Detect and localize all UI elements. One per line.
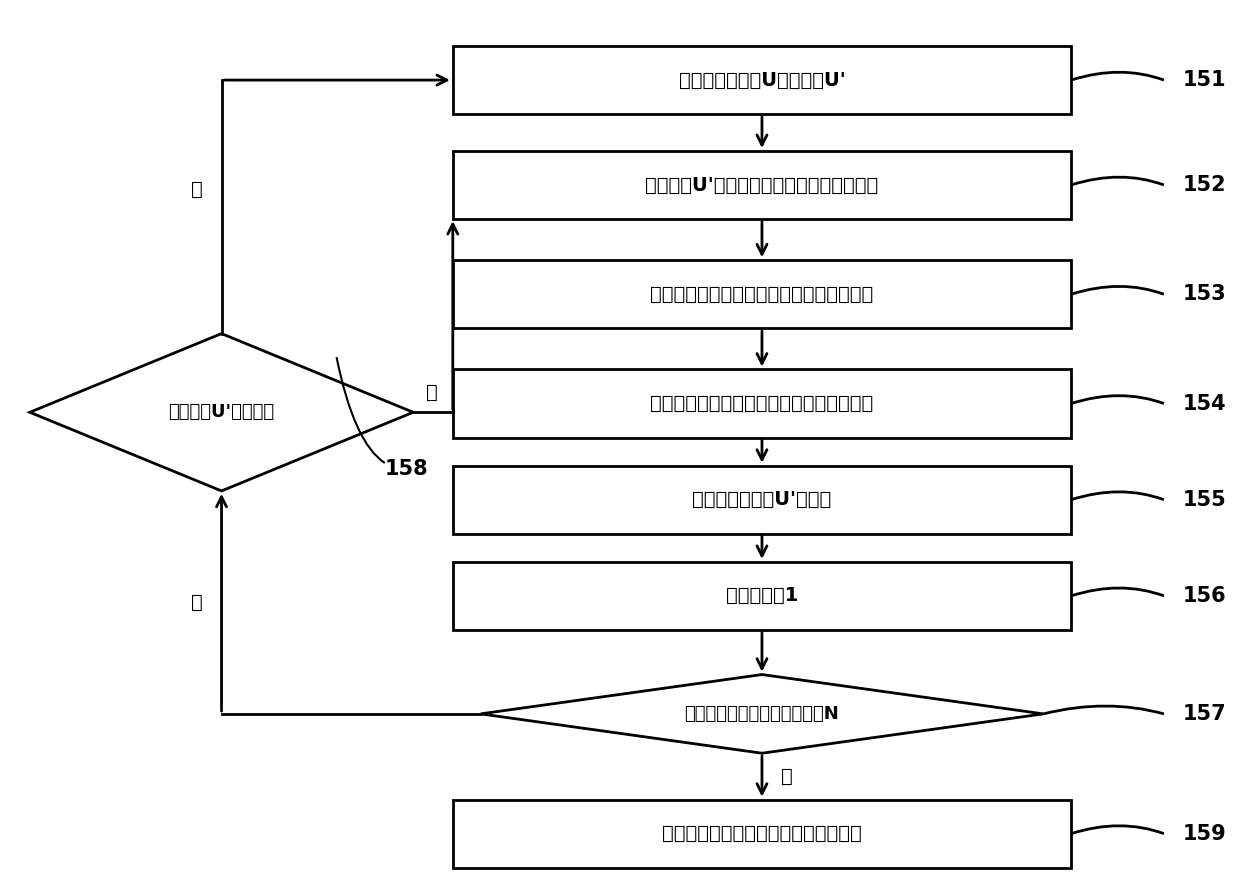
- Text: 156: 156: [1183, 586, 1226, 606]
- Text: 否: 否: [425, 382, 438, 402]
- Text: 恢复该用户对其它非其所在小区用户的干扰: 恢复该用户对其它非其所在小区用户的干扰: [650, 285, 874, 303]
- FancyBboxPatch shape: [453, 466, 1071, 534]
- Text: 否: 否: [191, 593, 203, 612]
- Text: 157: 157: [1183, 704, 1226, 724]
- FancyBboxPatch shape: [453, 46, 1071, 114]
- Text: 将该用户从集合U'中除去: 将该用户从集合U'中除去: [692, 490, 832, 510]
- FancyBboxPatch shape: [453, 260, 1071, 328]
- Text: 选择集合U'中具有最大峰值功率的接入用户: 选择集合U'中具有最大峰值功率的接入用户: [645, 175, 879, 195]
- Polygon shape: [30, 333, 413, 491]
- FancyBboxPatch shape: [453, 151, 1071, 219]
- Text: 迭代次数加1: 迭代次数加1: [725, 587, 799, 605]
- Text: 是: 是: [780, 766, 792, 786]
- Text: 158: 158: [384, 459, 428, 479]
- Text: 判断迭代次数是否达到预设值N: 判断迭代次数是否达到预设值N: [684, 705, 839, 723]
- Polygon shape: [481, 674, 1043, 753]
- Text: 151: 151: [1183, 70, 1226, 90]
- Text: 155: 155: [1183, 489, 1226, 510]
- Text: 152: 152: [1183, 175, 1226, 195]
- Text: 将接入用户集合U赋给集合U': 将接入用户集合U赋给集合U': [678, 70, 846, 89]
- Text: 153: 153: [1183, 284, 1226, 304]
- Text: 154: 154: [1183, 394, 1226, 414]
- Text: 多小区串行干扰抵消信道估计执行完毕: 多小区串行干扰抵消信道估计执行完毕: [662, 824, 862, 843]
- Text: 抵消该用户对其它非其所在小区用户的干扰: 抵消该用户对其它非其所在小区用户的干扰: [650, 394, 874, 413]
- FancyBboxPatch shape: [453, 369, 1071, 438]
- Text: 判断集合U'是否为空: 判断集合U'是否为空: [169, 403, 274, 421]
- FancyBboxPatch shape: [453, 562, 1071, 630]
- Text: 是: 是: [191, 180, 203, 199]
- Text: 159: 159: [1183, 824, 1226, 844]
- FancyBboxPatch shape: [453, 800, 1071, 867]
